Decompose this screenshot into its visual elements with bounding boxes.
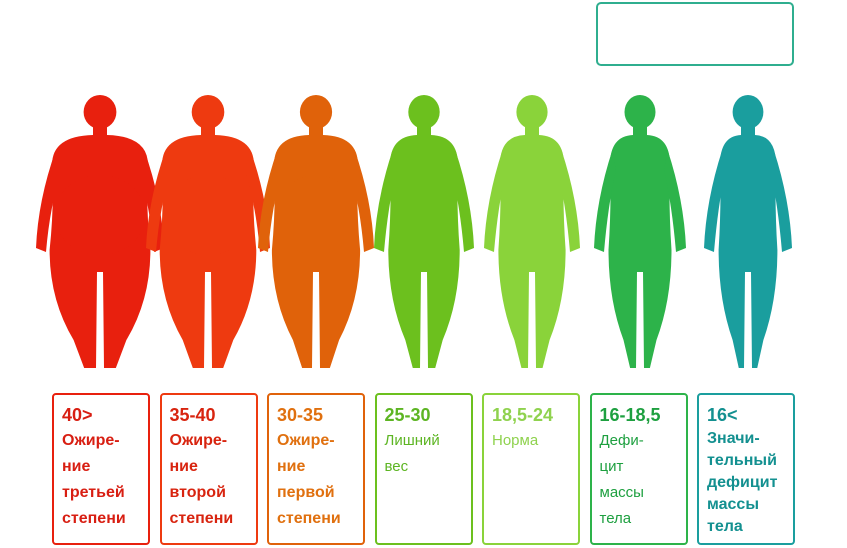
description-line: Норма xyxy=(492,432,539,449)
bmi-range: 25-30 xyxy=(384,405,431,425)
silhouette-part xyxy=(408,95,440,129)
bmi-range: 16-18,5 xyxy=(599,405,661,425)
category-box: 35-40 Ожире-ние второй степени xyxy=(159,393,258,545)
silhouette-part xyxy=(718,125,778,368)
description-line: тела xyxy=(599,510,632,527)
description-line: первой xyxy=(277,484,335,501)
description-line: третьей xyxy=(62,484,125,501)
description-line: тела xyxy=(707,518,743,535)
description-line: степени xyxy=(169,510,234,527)
bmi-range: 40> xyxy=(62,405,93,425)
silhouette xyxy=(258,95,374,368)
description-line: Дефи- xyxy=(599,432,644,449)
bmi-range: 16< xyxy=(707,405,738,425)
category-box: 40> Ожире-ние третьей степени xyxy=(52,393,150,545)
silhouette xyxy=(704,95,792,368)
silhouette-part xyxy=(83,95,117,129)
silhouette xyxy=(146,95,270,368)
silhouette-part xyxy=(516,95,548,129)
silhouette-part xyxy=(498,125,566,368)
empty-box xyxy=(596,2,794,66)
silhouette-part xyxy=(704,150,726,252)
description-line: Ожире- xyxy=(277,432,335,449)
description-line: ние xyxy=(169,458,198,475)
silhouette-part xyxy=(276,175,356,255)
silhouette xyxy=(484,95,580,368)
silhouette-part xyxy=(594,150,616,252)
silhouette-part xyxy=(258,150,283,252)
silhouette-part xyxy=(608,125,672,368)
silhouette-part xyxy=(484,150,507,252)
bmi-range: 18,5-24 xyxy=(492,405,554,425)
silhouette-part xyxy=(146,150,172,252)
description-line: цит xyxy=(599,458,624,475)
silhouette-part xyxy=(36,150,62,252)
description-line: Значи- xyxy=(707,430,760,447)
silhouette-part xyxy=(770,150,792,252)
description-line: степени xyxy=(62,510,126,527)
silhouette-part xyxy=(349,150,374,252)
category-box: 25-30 Лишний вес xyxy=(374,393,473,545)
description-line: ние xyxy=(277,458,306,475)
category-box: 30-35 Ожире-ние первой степени xyxy=(267,393,365,545)
description-line: дефицит xyxy=(707,474,778,491)
silhouette-part xyxy=(664,150,686,252)
bmi-range: 30-35 xyxy=(277,405,324,425)
description-line: ние xyxy=(62,458,91,475)
silhouette-part xyxy=(54,175,146,255)
silhouette-part xyxy=(374,150,397,252)
silhouette-part xyxy=(624,95,656,129)
description-line: степени xyxy=(277,510,341,527)
silhouette-part xyxy=(557,150,580,252)
description-line: Лишний xyxy=(384,432,440,449)
category-box: 16-18,5 Дефи-цит массы тела xyxy=(589,393,688,545)
silhouette-part xyxy=(388,125,460,368)
silhouette xyxy=(594,95,686,368)
description-line: второй xyxy=(169,484,226,501)
bmi-range: 35-40 xyxy=(169,405,216,425)
description-line: Ожире- xyxy=(62,432,120,449)
silhouette-part xyxy=(732,95,764,129)
silhouette-part xyxy=(299,95,333,129)
silhouette-part xyxy=(451,150,474,252)
description-line: вес xyxy=(384,458,409,475)
category-box: 16< Значи-тельный дефицит массы тела xyxy=(697,393,795,545)
silhouette xyxy=(36,95,164,368)
category-box: 18,5-24 Норма xyxy=(482,393,580,545)
description-line: тельный xyxy=(707,452,777,469)
silhouette-part xyxy=(164,175,252,255)
silhouette-part xyxy=(191,95,225,129)
description-line: массы xyxy=(707,496,759,513)
silhouette xyxy=(374,95,474,368)
description-line: массы xyxy=(599,484,644,501)
description-line: Ожире- xyxy=(169,432,228,449)
figures xyxy=(36,95,792,368)
